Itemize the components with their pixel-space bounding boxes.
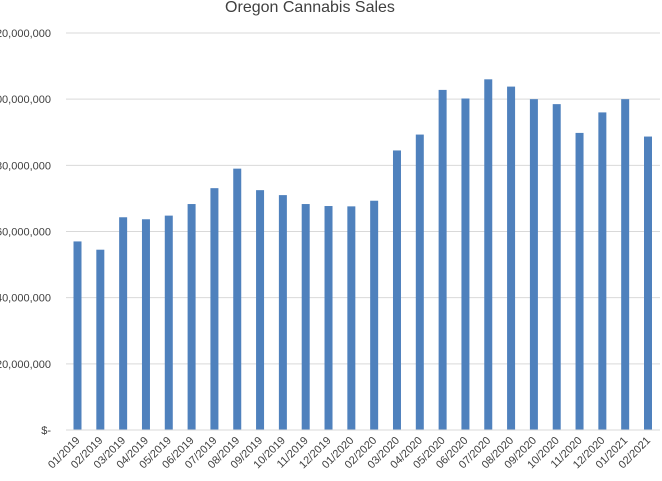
y-tick-label: $80,000,000 (0, 160, 51, 172)
bars (73, 79, 652, 431)
bar (529, 99, 538, 431)
bar (598, 112, 607, 431)
bar (210, 188, 219, 430)
bar (96, 249, 105, 430)
bar (187, 204, 196, 430)
y-tick-label: $60,000,000 (0, 227, 51, 239)
y-tick-label: $20,000,000 (0, 359, 51, 371)
bar (621, 99, 630, 431)
bar (278, 195, 287, 430)
bar (301, 204, 310, 430)
y-tick-label: $100,000,000 (0, 94, 51, 106)
bar (438, 89, 447, 431)
bar (370, 200, 379, 430)
bar (415, 134, 424, 430)
bar (119, 217, 128, 430)
bar (256, 190, 265, 430)
bar (392, 150, 401, 430)
gridlines (66, 32, 660, 365)
bar (73, 241, 82, 430)
y-tick-label: $- (41, 425, 51, 437)
bar (233, 168, 242, 430)
x-axis-tick-labels: 01/201902/201903/201904/201905/201906/20… (46, 435, 653, 472)
bar (575, 132, 584, 430)
bar (644, 136, 652, 431)
bar (484, 79, 493, 430)
chart-title: Oregon Cannabis Sales (225, 0, 395, 16)
bar (347, 206, 356, 430)
bar (552, 104, 561, 430)
y-tick-label: $40,000,000 (0, 293, 51, 305)
bar (141, 219, 150, 430)
bar (324, 206, 333, 430)
y-tick-label: $120,000,000 (0, 28, 51, 40)
y-axis-tick-labels: $- $20,000,000 $40,000,000 $60,000,000 $80,0… (0, 28, 51, 437)
bar (461, 98, 470, 430)
bar (507, 86, 516, 430)
bar (164, 215, 173, 430)
